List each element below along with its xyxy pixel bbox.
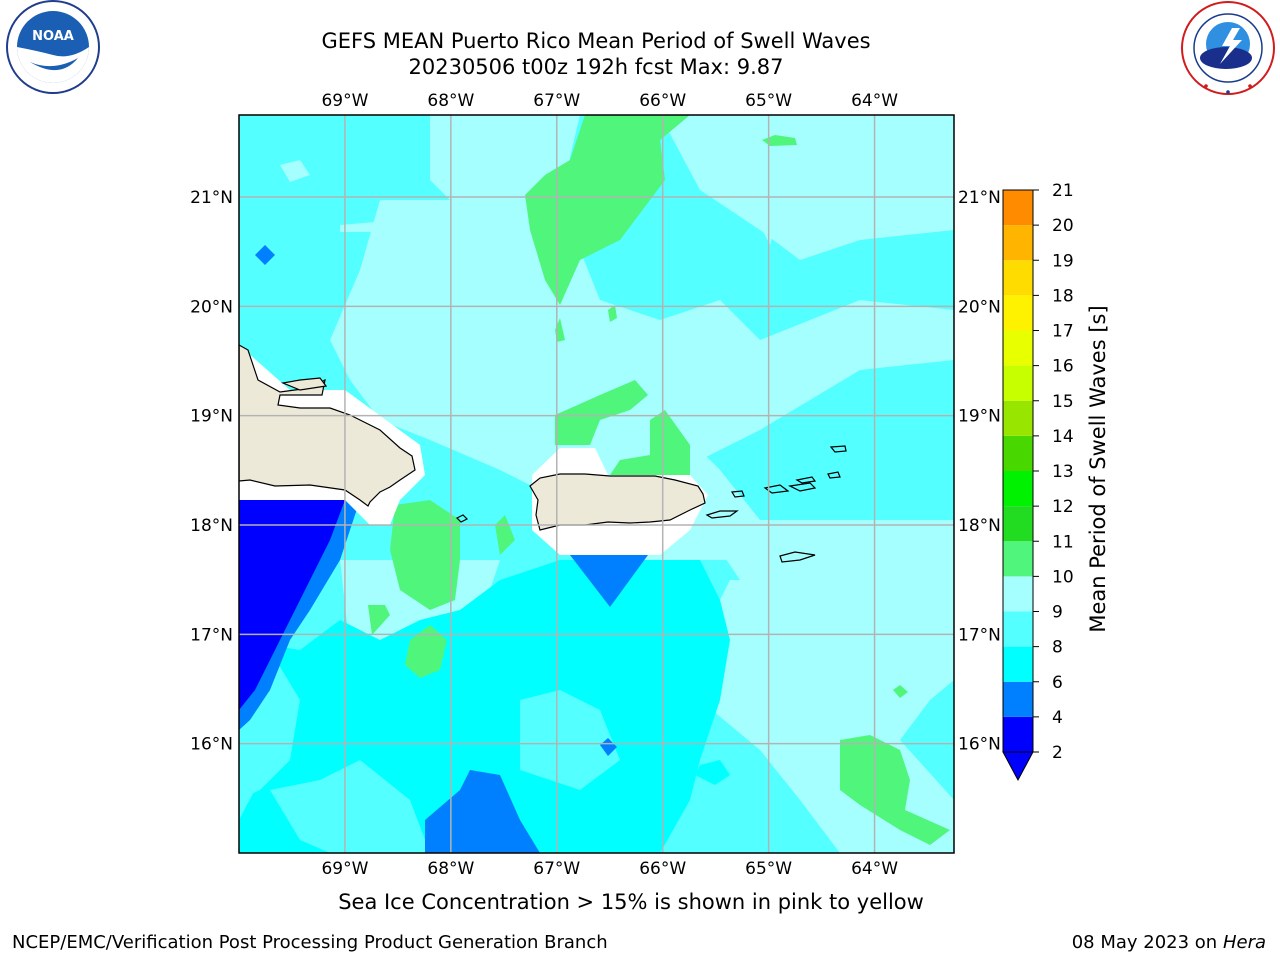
colorbar-tick-label: 16 [1052, 357, 1074, 377]
colorbar-segment [1003, 506, 1033, 542]
colorbar-tick-label: 17 [1052, 322, 1074, 342]
colorbar-tick-label: 19 [1052, 251, 1074, 271]
lat-label-left: 18°N [190, 516, 233, 536]
map-gridlines [239, 115, 954, 853]
colorbar-segment [1003, 225, 1033, 261]
lat-label-right: 17°N [958, 625, 1001, 645]
lat-labels-left: 21°N 20°N 19°N 18°N 17°N 16°N [190, 188, 233, 755]
lon-label-bottom: 65°W [745, 859, 792, 879]
lon-label-top: 64°W [851, 91, 898, 111]
colorbar-segment [1003, 400, 1033, 436]
lat-label-right: 19°N [958, 407, 1001, 427]
lon-labels-bottom: 69°W 68°W 67°W 66°W 65°W 64°W [321, 859, 898, 879]
lat-label-right: 20°N [958, 297, 1001, 317]
colorbar-segment [1003, 365, 1033, 401]
colorbar-tick-label: 11 [1052, 532, 1074, 552]
map-frame [238, 114, 955, 854]
chart-title: GEFS MEAN Puerto Rico Mean Period of Swe… [321, 29, 871, 53]
lon-label-top: 69°W [321, 91, 368, 111]
colorbar-segment [1003, 190, 1033, 226]
colorbar-segment [1003, 435, 1033, 471]
colorbar-tick-label: 4 [1052, 708, 1063, 728]
colorbar-segment [1003, 330, 1033, 366]
lon-label-top: 65°W [745, 91, 792, 111]
colorbar-segment [1003, 295, 1033, 331]
sea-ice-caption: Sea Ice Concentration > 15% is shown in … [338, 890, 924, 914]
colorbar-segment [1003, 541, 1033, 577]
colorbar-segment [1003, 716, 1033, 752]
colorbar-tick-label: 6 [1052, 673, 1063, 693]
lon-label-top: 66°W [639, 91, 686, 111]
swell-field-4-6 [255, 245, 648, 853]
lat-label-left: 16°N [190, 735, 233, 755]
colorbar-tick-label: 9 [1052, 603, 1063, 623]
virgin-islands [705, 445, 847, 563]
colorbar-tick-label: 21 [1052, 181, 1074, 201]
chart-subtitle: 20230506 t00z 192h fcst Max: 9.87 [408, 55, 784, 79]
colorbar-segment [1003, 681, 1033, 717]
lat-label-right: 16°N [958, 735, 1001, 755]
colorbar-segment [1003, 611, 1033, 647]
tortuga-island [280, 377, 328, 391]
colorbar-tick-label: 2 [1052, 743, 1063, 763]
swell-field-10-11 [368, 115, 950, 845]
lat-labels-right: 21°N 20°N 19°N 18°N 17°N 16°N [958, 188, 1001, 755]
lat-label-left: 19°N [190, 407, 233, 427]
svg-text:NOAA: NOAA [32, 29, 74, 44]
swell-field-2-4-west [239, 500, 360, 730]
lat-label-left: 21°N [190, 188, 233, 208]
colorbar-tick-label: 15 [1052, 392, 1074, 412]
lon-label-bottom: 64°W [851, 859, 898, 879]
lat-label-right: 18°N [958, 516, 1001, 536]
footer-machine: Hera [1222, 932, 1266, 953]
colorbar-tick-label: 10 [1052, 567, 1074, 587]
colorbar-segment [1003, 471, 1033, 507]
map-area[interactable] [239, 115, 954, 853]
colorbar-segment [1003, 260, 1033, 296]
noaa-logo-icon: NOAA [6, 0, 100, 94]
lon-label-bottom: 67°W [533, 859, 580, 879]
colorbar-segment [1003, 576, 1033, 612]
colorbar-tick-label: 12 [1052, 497, 1074, 517]
colorbar-tick-labels: 2 4 6 8 9 10 11 12 13 14 15 16 17 18 19 20 21 [1033, 181, 1074, 763]
lon-label-bottom: 69°W [321, 859, 368, 879]
nws-logo-icon [1181, 1, 1275, 95]
lon-label-bottom: 68°W [427, 859, 474, 879]
lat-label-left: 20°N [190, 297, 233, 317]
colorbar-tick-label: 13 [1052, 462, 1074, 482]
colorbar-segment [1003, 646, 1033, 682]
colorbar-tick-label: 20 [1052, 216, 1074, 236]
lon-labels-top: 69°W 68°W 67°W 66°W 65°W 64°W [321, 91, 898, 111]
puerto-rico-land [529, 473, 706, 531]
lat-label-left: 17°N [190, 625, 233, 645]
lat-label-right: 21°N [958, 188, 1001, 208]
colorbar-tick-label: 8 [1052, 638, 1063, 658]
footer-credit: NCEP/EMC/Verification Post Processing Pr… [12, 932, 608, 953]
lon-label-top: 68°W [427, 91, 474, 111]
colorbar-extend-min [1002, 751, 1034, 782]
colorbar-tick-label: 18 [1052, 286, 1074, 306]
lon-label-top: 67°W [533, 91, 580, 111]
colorbar-tick-label: 14 [1052, 427, 1074, 447]
footer-date: 08 May 2023 on Hera [1071, 932, 1266, 953]
lon-label-bottom: 66°W [639, 859, 686, 879]
mona-island [455, 514, 469, 523]
colorbar [1002, 189, 1034, 782]
